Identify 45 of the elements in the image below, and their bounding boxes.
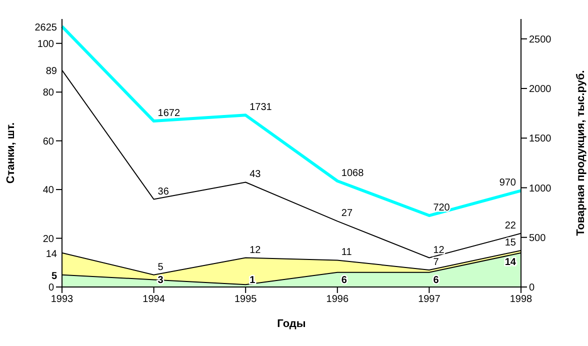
data-label: 14 xyxy=(504,256,516,268)
x-tick-label: 1996 xyxy=(326,294,349,306)
x-tick-label: 1997 xyxy=(418,294,441,306)
data-label: 6 xyxy=(433,275,440,286)
data-label: 15 xyxy=(504,237,516,248)
data-label: 2625 xyxy=(34,22,58,34)
data-label: 7 xyxy=(433,256,440,268)
y2-axis-title: Товарная продукция, тыс.руб. xyxy=(574,70,587,236)
y2-tick-label: 2000 xyxy=(529,84,552,96)
y-tick-label: 40 xyxy=(42,185,54,196)
x-tick-label: 1995 xyxy=(234,294,258,306)
line-series xyxy=(60,24,522,218)
data-label: 970 xyxy=(499,178,516,189)
x-tick-label: 1994 xyxy=(142,294,166,306)
y-tick-label: 80 xyxy=(42,88,54,99)
y-axis-title: Станки, шт. xyxy=(4,122,17,184)
y-tick-label: 100 xyxy=(37,38,54,50)
data-label: 5 xyxy=(51,270,58,282)
data-label: 5 xyxy=(158,262,164,273)
y-tick-label: 60 xyxy=(42,136,54,148)
y2-tick-label: 2500 xyxy=(529,34,552,46)
data-label: 1731 xyxy=(250,102,272,114)
data-label: 1672 xyxy=(158,108,180,120)
data-label: 27 xyxy=(341,208,353,220)
x-tick-label: 1993 xyxy=(50,294,74,306)
data-label: 36 xyxy=(158,186,170,198)
y2-tick-label: 1000 xyxy=(529,183,552,194)
data-label: 6 xyxy=(341,275,348,286)
data-label: 12 xyxy=(250,244,262,256)
data-label: 1068 xyxy=(341,168,364,179)
data-label: 1 xyxy=(250,275,256,286)
data-label: 11 xyxy=(341,247,352,258)
y-tick-label: 0 xyxy=(48,282,54,294)
data-label: 12 xyxy=(433,244,445,256)
y2-tick-label: 500 xyxy=(529,232,546,244)
data-label: 14 xyxy=(46,248,58,260)
y2-tick-label: 0 xyxy=(529,282,535,294)
data-label: 720 xyxy=(433,202,450,214)
x-tick-label: 1998 xyxy=(510,294,533,306)
data-label: 89 xyxy=(46,66,58,78)
y-tick-label: 20 xyxy=(42,234,54,245)
x-axis-title: Годы xyxy=(277,318,306,330)
data-label: 22 xyxy=(504,220,516,232)
y2-tick-label: 1500 xyxy=(529,134,552,145)
data-label: 43 xyxy=(250,169,262,180)
